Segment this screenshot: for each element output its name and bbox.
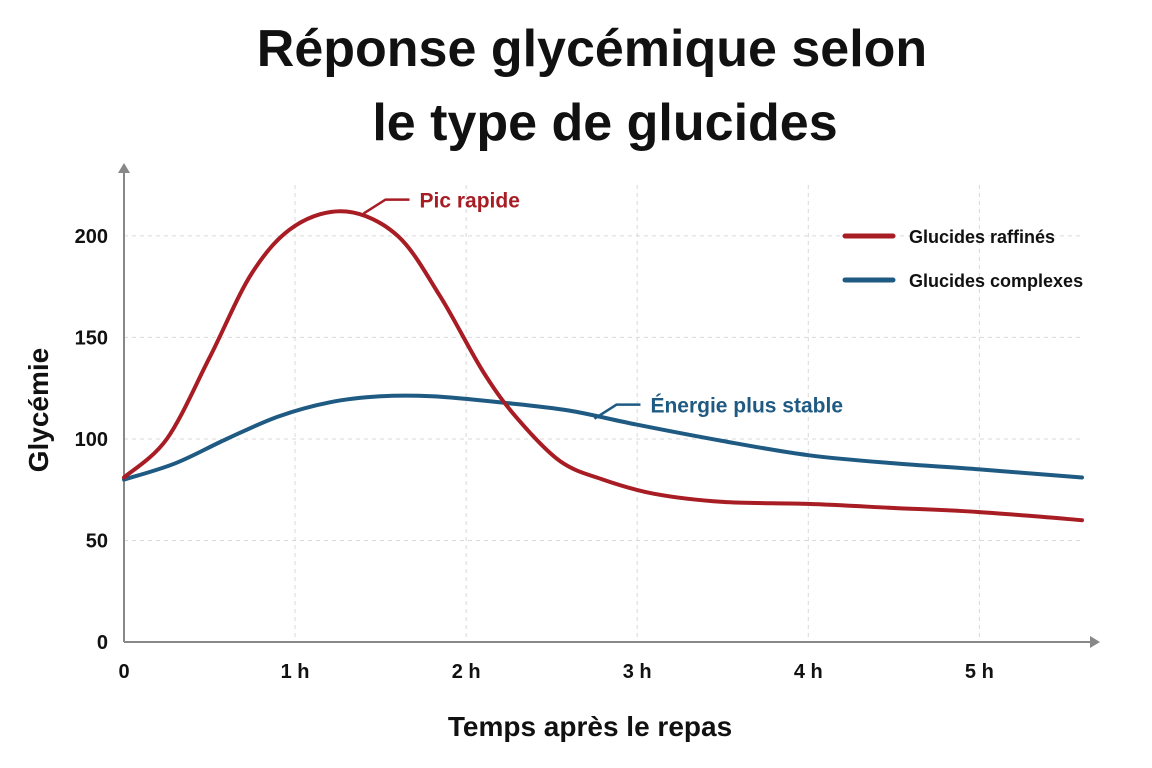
series-line-0 xyxy=(122,209,1084,523)
y-tick-label-50: 50 xyxy=(86,530,108,552)
y-tick-label-0: 0 xyxy=(97,632,108,654)
y-tick-label-200: 200 xyxy=(75,226,108,248)
chart-title-line-1: Réponse glycémique selon xyxy=(257,20,927,78)
annotation-label-0: Pic rapide xyxy=(420,190,520,213)
series-line-1 xyxy=(122,393,1084,482)
x-tick-label-1: 1 h xyxy=(281,661,310,683)
annotation-label-1: Énergie plus stable xyxy=(650,395,843,418)
x-tick-label-5: 5 h xyxy=(965,661,994,683)
annotation-leader-0 xyxy=(362,198,410,215)
y-axis-arrow xyxy=(118,163,130,173)
annotations: Pic rapide Énergie plus stable xyxy=(362,190,843,420)
chart-title-line-2: le type de glucides xyxy=(372,94,837,152)
tick-labels: 0 50 100 150 200 0 1 h 2 h 3 h 4 h 5 h xyxy=(75,226,994,683)
legend: Glucides raffinés Glucides complexes xyxy=(842,227,1083,291)
axes xyxy=(118,163,1100,648)
x-tick-label-4: 4 h xyxy=(794,661,823,683)
y-tick-label-150: 150 xyxy=(75,327,108,349)
y-axis-label: Glycémie xyxy=(23,348,54,473)
legend-label-1: Glucides complexes xyxy=(909,271,1083,291)
annotation-leader-1 xyxy=(593,403,641,420)
x-axis-arrow xyxy=(1090,636,1100,648)
x-tick-label-2: 2 h xyxy=(452,661,481,683)
x-tick-label-3: 3 h xyxy=(623,661,652,683)
legend-label-0: Glucides raffinés xyxy=(909,227,1055,247)
x-axis-label: Temps après le repas xyxy=(448,711,732,742)
x-tick-label-0: 0 xyxy=(118,661,129,683)
series-lines xyxy=(122,209,1084,523)
y-tick-label-100: 100 xyxy=(75,429,108,451)
